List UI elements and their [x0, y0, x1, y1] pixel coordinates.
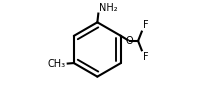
Text: O: O: [125, 36, 133, 46]
Text: F: F: [143, 20, 148, 30]
Text: CH₃: CH₃: [48, 59, 66, 69]
Text: F: F: [143, 52, 148, 62]
Text: NH₂: NH₂: [99, 3, 118, 13]
